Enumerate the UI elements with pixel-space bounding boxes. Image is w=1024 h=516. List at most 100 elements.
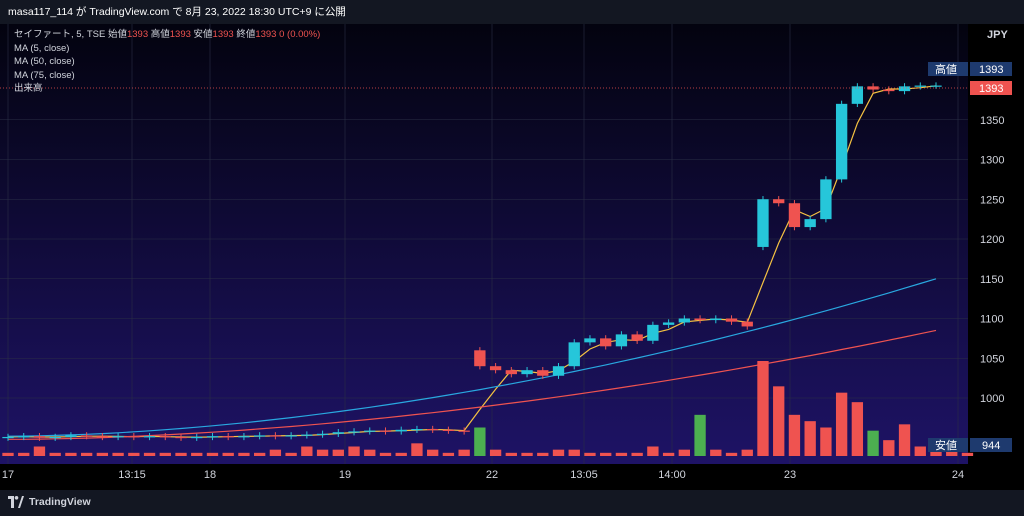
candle-body — [332, 432, 344, 434]
candle-body — [537, 370, 549, 376]
candle-body — [710, 318, 722, 321]
candle-body — [647, 324, 659, 341]
candle-body — [33, 436, 46, 438]
volume-bar — [883, 440, 895, 456]
candle-body — [206, 436, 219, 438]
candle-body — [379, 430, 392, 432]
volume-bar — [175, 452, 187, 456]
x-tick-label: 13:15 — [118, 469, 146, 481]
volume-bar — [867, 430, 879, 456]
x-tick-label: 23 — [784, 469, 796, 481]
volume-bar — [521, 452, 533, 456]
publish-header: masa117_114 が TradingView.com で 8月 23, 2… — [0, 0, 1024, 24]
legend-indicator[interactable]: MA (50, close) — [14, 56, 75, 67]
ma75-line — [8, 329, 937, 440]
volume-bar — [18, 452, 30, 456]
volume-bar — [269, 449, 282, 456]
candle-body — [143, 436, 156, 438]
candle-body — [175, 436, 187, 439]
volume-bar — [458, 449, 470, 456]
volume-bar — [678, 449, 691, 456]
candle-body — [49, 436, 61, 439]
volume-bar — [364, 449, 376, 456]
tradingview-logo[interactable]: TradingView — [8, 496, 91, 508]
volume-bar — [80, 452, 93, 456]
candle-body — [411, 429, 423, 431]
candle-body — [253, 435, 266, 437]
footer-brand: TradingView — [29, 496, 91, 508]
publish-attribution: masa117_114 が TradingView.com で 8月 23, 2… — [8, 6, 346, 18]
volume-bar — [505, 452, 517, 456]
candle-body — [662, 322, 675, 325]
volume-bar — [788, 414, 801, 456]
candle-body — [820, 179, 832, 220]
candle-body — [442, 429, 455, 431]
candle-body — [65, 435, 77, 437]
candle-body — [851, 86, 864, 104]
currency-label: JPY — [987, 29, 1008, 41]
candle-body — [615, 334, 628, 347]
candle-body — [269, 435, 282, 437]
chart-area[interactable]: JPY 1000 1050 1100 1150 1200 1250 1300 1350 17 1… — [0, 24, 1024, 490]
volume-bar — [474, 427, 486, 456]
volume-bar — [898, 424, 911, 456]
volume-bar — [694, 414, 706, 456]
candle-body — [128, 436, 140, 438]
x-tick-label: 22 — [486, 469, 498, 481]
y-tick-label: 1300 — [980, 155, 1004, 167]
candle-body — [112, 436, 124, 438]
volume-bar — [820, 427, 832, 456]
x-tick-label: 24 — [952, 469, 964, 481]
candle-body — [584, 338, 596, 343]
last-price-box — [970, 81, 1012, 95]
candle-body — [914, 85, 926, 87]
candle-body — [694, 318, 706, 321]
candle-body — [568, 342, 580, 367]
time-axis-panel — [0, 464, 968, 490]
volume-bar — [159, 452, 171, 456]
candle-body — [757, 199, 769, 247]
low-label: 安値 — [935, 438, 957, 452]
y-tick-label: 1350 — [980, 115, 1004, 127]
candle-body — [489, 366, 502, 371]
volume-bar — [710, 449, 722, 456]
volume-bar — [301, 446, 313, 456]
volume-bar — [238, 452, 250, 456]
candle-body — [2, 436, 14, 439]
legend-symbol[interactable]: セイファート, 5, TSE — [14, 29, 106, 40]
low-label-box — [928, 438, 968, 452]
chart-background — [0, 24, 968, 464]
legend-indicator[interactable]: 出来高 — [14, 83, 43, 94]
candle-body — [301, 434, 313, 436]
volume-bar — [206, 452, 219, 456]
candle-body — [96, 436, 109, 438]
volume-bar — [285, 452, 297, 456]
volume-bar — [615, 452, 628, 456]
last-price-value: 1393 — [979, 83, 1003, 95]
candle-body — [80, 435, 93, 437]
x-tick-label: 13:05 — [570, 469, 598, 481]
legend-indicator[interactable]: MA (75, close) — [14, 69, 75, 81]
chart-legend: セイファート, 5, TSE 始値1393 高値1393 安値1393 終値13… — [14, 28, 320, 96]
candle-body — [458, 430, 470, 432]
y-tick-label: 1250 — [980, 194, 1004, 206]
volume-bar — [33, 446, 46, 456]
volume-bar — [914, 446, 926, 456]
volume-bar — [379, 452, 392, 456]
volume-bar — [112, 452, 124, 456]
grid — [0, 24, 968, 464]
volume-bar — [2, 452, 14, 456]
volume-bar — [348, 446, 360, 456]
volume-bar — [427, 449, 439, 456]
candle-body — [238, 436, 250, 438]
volume-bar — [961, 452, 974, 456]
candle-body — [631, 334, 643, 341]
x-tick-label: 14:00 — [658, 469, 686, 481]
candle-body — [159, 436, 171, 438]
ma50-line — [7, 278, 937, 437]
legend-indicator[interactable]: MA (5, close) — [14, 42, 70, 54]
candle-body — [725, 318, 738, 322]
time-axis: 17 13:15 18 19 22 13:05 14:00 23 24 — [2, 469, 964, 481]
